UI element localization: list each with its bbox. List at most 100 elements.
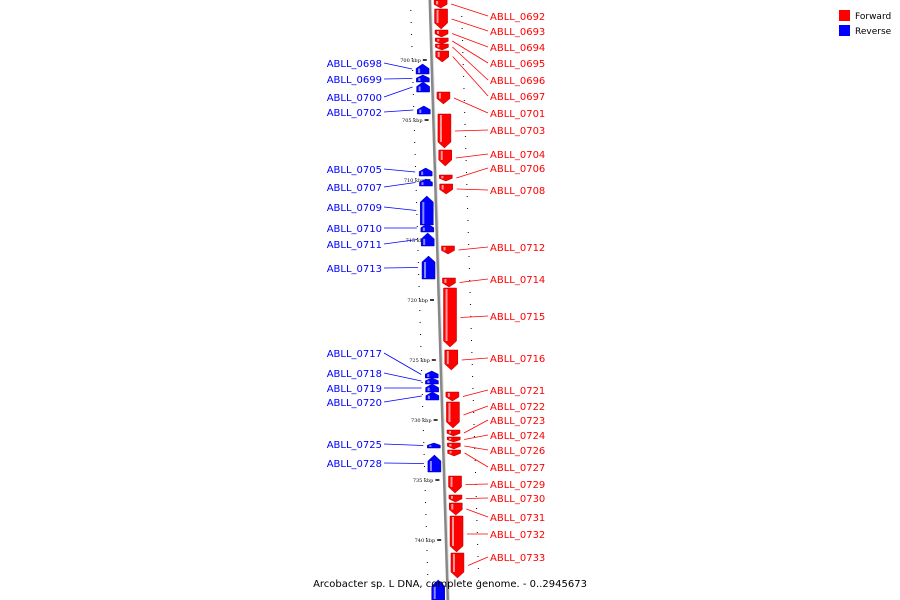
reverse-gene-shine <box>427 374 430 377</box>
minor-tick-right <box>465 160 467 161</box>
minor-tick-left <box>415 190 417 191</box>
reverse-label-leader <box>383 267 419 269</box>
forward-gene-label: ABLL_0712 <box>490 243 545 254</box>
minor-tick-left <box>423 466 425 467</box>
forward-gene-arrow <box>445 391 460 402</box>
minor-tick-right <box>464 136 466 137</box>
reverse-gene-shine <box>424 262 427 278</box>
reverse-gene-shine <box>421 182 424 185</box>
forward-gene-arrow <box>443 287 457 348</box>
forward-gene-label: ABLL_0714 <box>490 275 545 286</box>
forward-gene-shine <box>437 52 440 58</box>
minor-tick-right <box>475 496 477 497</box>
minor-tick-right <box>477 556 479 557</box>
reverse-label-leader <box>383 182 416 188</box>
scale-label: 740 kbp <box>415 538 436 544</box>
minor-tick-right <box>468 244 470 245</box>
minor-tick-right <box>465 172 467 173</box>
forward-gene-label: ABLL_0703 <box>490 126 545 137</box>
forward-gene-shine <box>438 93 441 99</box>
forward-label-leader <box>451 33 489 48</box>
reverse-gene-arrow <box>416 81 430 93</box>
forward-gene-arrow <box>446 401 460 429</box>
forward-gene-label: ABLL_0732 <box>490 530 545 541</box>
minor-tick-left <box>413 106 415 107</box>
forward-gene-label: ABLL_0733 <box>490 553 545 564</box>
minor-tick-left <box>412 94 414 95</box>
reverse-label-leader <box>383 372 422 382</box>
forward-gene-arrow <box>448 475 462 494</box>
forward-gene-shine <box>450 496 453 499</box>
minor-tick-left <box>427 574 429 575</box>
minor-tick-left <box>411 46 413 47</box>
minor-tick-right <box>467 220 469 221</box>
legend: Forward Reverse <box>839 10 892 37</box>
reverse-label-leader <box>383 109 414 113</box>
minor-tick-right <box>477 568 479 569</box>
minor-tick-right <box>470 328 472 329</box>
minor-tick-left <box>419 322 421 323</box>
reverse-gene-label: ABLL_0702 <box>327 108 382 119</box>
forward-gene-shine <box>439 115 442 142</box>
scale-label: 725 kbp <box>409 358 430 364</box>
minor-tick-right <box>474 460 476 461</box>
reverse-label-leader <box>383 352 422 375</box>
forward-gene-label: ABLL_0727 <box>490 463 545 474</box>
forward-label-leader <box>452 46 489 81</box>
forward-label-leader <box>464 445 489 451</box>
forward-gene-arrow <box>446 429 461 437</box>
forward-gene-label: ABLL_0696 <box>490 76 545 87</box>
forward-gene-label: ABLL_0695 <box>490 59 545 70</box>
reverse-gene-label: ABLL_0713 <box>327 264 382 275</box>
reverse-gene-arrow <box>427 454 442 473</box>
forward-gene-label: ABLL_0724 <box>490 431 545 442</box>
minor-tick-right <box>466 196 468 197</box>
forward-label-leader <box>464 452 489 468</box>
minor-tick-left <box>411 34 413 35</box>
forward-label-leader <box>453 97 489 114</box>
forward-gene-arrow <box>442 277 456 288</box>
minor-tick-right <box>473 436 475 437</box>
gene-labels: ABLL_0692 ABLL_0693 ABLL_0694 ABLL_0695 ABLL… <box>327 3 545 566</box>
minor-tick-right <box>465 148 467 149</box>
minor-tick-left <box>417 250 419 251</box>
forward-gene-shine <box>441 185 444 190</box>
reverse-gene-arrow <box>416 74 430 83</box>
minor-tick-left <box>425 514 427 515</box>
reverse-label-leader <box>383 78 413 80</box>
minor-tick-left <box>410 10 412 11</box>
forward-label-leader <box>464 434 489 440</box>
scale-label: 705 kbp <box>402 118 423 124</box>
minor-tick-left <box>421 394 423 395</box>
reverse-gene-label: ABLL_0728 <box>327 459 382 470</box>
reverse-gene-shine <box>418 68 421 73</box>
minor-tick-right <box>466 184 468 185</box>
minor-tick-right <box>473 412 475 413</box>
minor-tick-right <box>476 532 478 533</box>
reverse-gene-arrow <box>421 255 436 280</box>
forward-gene-arrow <box>433 0 448 9</box>
minor-tick-left <box>420 346 422 347</box>
minor-tick-left <box>413 130 415 131</box>
forward-gene-shine <box>440 151 443 160</box>
minor-tick-right <box>471 364 473 365</box>
forward-gene-label: ABLL_0706 <box>490 164 545 175</box>
minor-tick-left <box>419 310 421 311</box>
minor-tick-right <box>478 580 480 581</box>
forward-label-leader <box>452 40 489 64</box>
forward-label-leader <box>463 419 489 434</box>
reverse-label-leader <box>383 168 416 173</box>
forward-gene-label: ABLL_0721 <box>490 386 545 397</box>
reverse-label-leader <box>383 206 417 211</box>
reverse-gene-shine <box>429 461 432 471</box>
forward-gene-shine <box>448 403 451 422</box>
minor-tick-right <box>474 472 476 473</box>
scale-label: 715 kbp <box>406 238 427 244</box>
minor-tick-right <box>477 544 479 545</box>
minor-tick-right <box>471 340 473 341</box>
minor-tick-right <box>462 52 464 53</box>
reverse-gene-label: ABLL_0698 <box>327 59 382 70</box>
reverse-gene-shine <box>422 202 425 224</box>
forward-label-leader <box>456 188 489 191</box>
forward-gene-label: ABLL_0715 <box>490 312 545 323</box>
